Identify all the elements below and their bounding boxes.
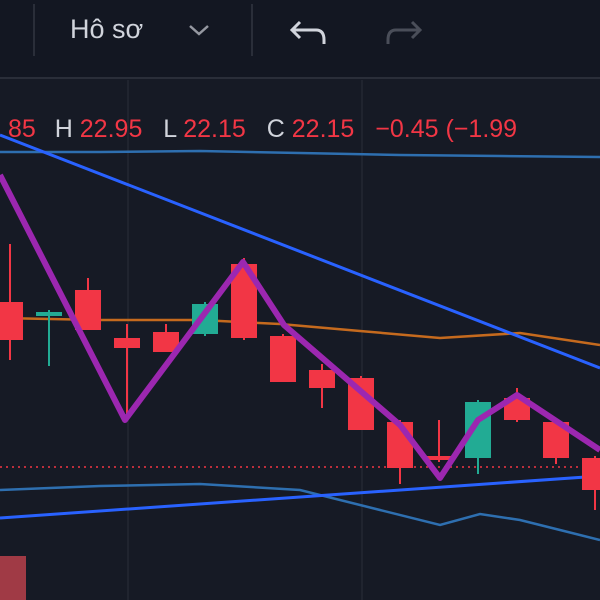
ohlc-legend: 85 H 22.95 L 22.15 C 22.15 −0.45 (−1.99 xyxy=(8,115,517,143)
moving-average xyxy=(0,316,600,347)
legend-label: H xyxy=(55,115,73,143)
profile-button[interactable]: Hô sơ xyxy=(70,14,143,44)
dropdown-icon[interactable] xyxy=(189,25,209,36)
trendline xyxy=(0,474,600,520)
candle-body xyxy=(0,302,23,340)
trendline xyxy=(0,133,600,370)
candle-body xyxy=(504,398,530,420)
candle-body xyxy=(114,338,140,348)
candle-body xyxy=(309,370,335,388)
legend-label: L xyxy=(163,115,177,143)
undo-icon[interactable] xyxy=(289,20,326,44)
zigzag xyxy=(0,173,600,481)
toolbar xyxy=(0,0,600,78)
candle-body xyxy=(36,312,62,316)
legend-value: 22.15 xyxy=(292,115,355,143)
legend-value: 22.15 xyxy=(183,115,246,143)
band-upper xyxy=(0,149,600,159)
candle-body xyxy=(153,332,179,352)
legend-value: 22.95 xyxy=(80,115,143,143)
legend-label: C xyxy=(267,115,285,143)
candle-body xyxy=(582,458,600,490)
candle-body xyxy=(426,456,452,460)
volume-bar xyxy=(0,556,26,600)
band-lower xyxy=(0,482,600,542)
candle-body xyxy=(75,290,101,330)
legend-change: −0.45 (−1.99 xyxy=(375,115,517,143)
candle-body xyxy=(270,336,296,382)
redo-icon xyxy=(386,20,423,44)
